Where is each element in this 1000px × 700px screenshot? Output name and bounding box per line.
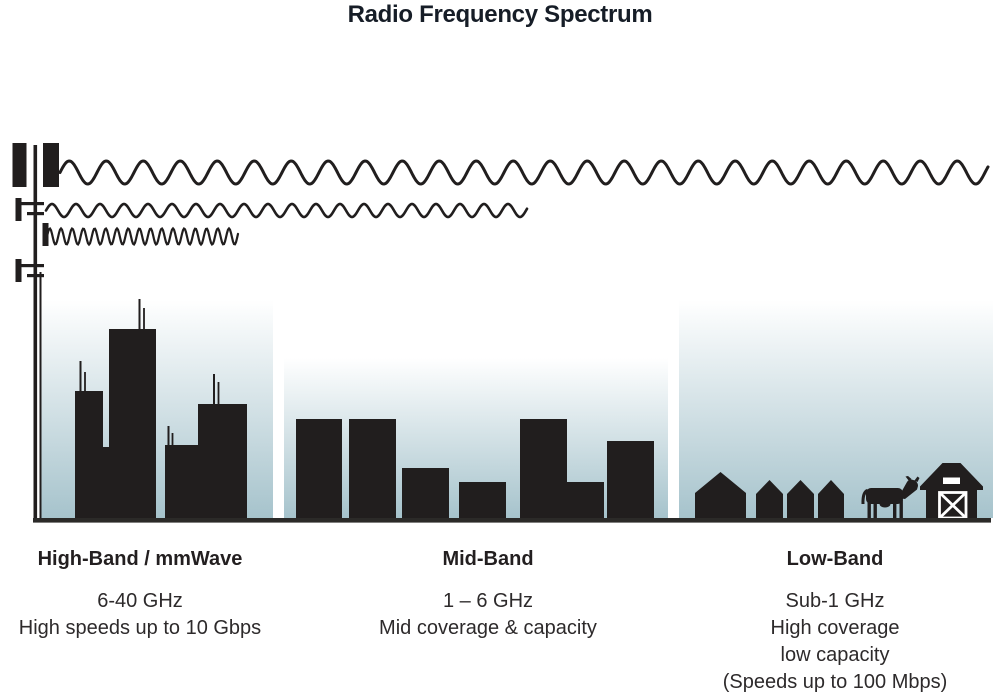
band-desc-low2: low capacity <box>780 644 890 666</box>
band-freq-low: Sub-1 GHz <box>785 590 885 612</box>
city-skyline-icon <box>75 299 247 521</box>
barn-door-cross <box>938 491 967 520</box>
page-title: Radio Frequency Spectrum <box>347 1 653 28</box>
barn-roof <box>920 463 983 490</box>
cow-leg <box>867 500 871 519</box>
band-desc-low: High coverage <box>770 617 900 639</box>
antenna-panel-small <box>42 223 49 246</box>
house-icon <box>695 472 746 521</box>
building <box>459 482 506 521</box>
house-icon <box>818 480 844 521</box>
band-desc-mid: Mid coverage & capacity <box>379 617 597 639</box>
ground-line <box>33 518 991 523</box>
cell-tower-icon <box>12 143 59 522</box>
long-wavelength-wave-low-band <box>58 159 990 186</box>
antenna-panel-small <box>15 198 22 221</box>
band-desc-high: High speeds up to 10 Gbps <box>18 617 262 639</box>
building <box>109 329 156 521</box>
band-label-high: High-Band / mmWave 6-40 GHz High speeds … <box>10 548 270 642</box>
band-name-high: High-Band / mmWave <box>37 548 243 570</box>
building <box>101 447 111 521</box>
building <box>198 404 247 521</box>
band-label-mid: Mid-Band 1 – 6 GHz Mid coverage & capaci… <box>358 548 618 642</box>
tower-mast-secondary <box>39 272 42 519</box>
tower-crossarm <box>27 274 44 278</box>
tower-crossarm <box>27 212 44 216</box>
house-icon <box>787 480 814 521</box>
barn-icon <box>920 463 983 521</box>
building <box>402 468 449 521</box>
short-wavelength-wave-high-band <box>45 226 240 247</box>
building <box>75 391 103 521</box>
tower-mast <box>33 145 38 522</box>
band-freq-mid: 1 – 6 GHz <box>442 590 534 612</box>
cow-udder <box>879 500 891 508</box>
building <box>349 419 396 521</box>
cow-leg <box>873 500 877 519</box>
building <box>165 445 198 521</box>
cow-leg <box>893 500 897 519</box>
band-label-low: Low-Band Sub-1 GHz High coverage low cap… <box>705 548 965 696</box>
building <box>607 441 654 521</box>
antenna-panel-small <box>15 259 22 282</box>
house-icon <box>756 480 783 521</box>
cow-icon <box>861 476 920 519</box>
cow-horn <box>914 476 920 482</box>
band-desc-low3: (Speeds up to 100 Mbps) <box>722 671 948 693</box>
band-name-low: Low-Band <box>786 548 884 570</box>
cow-leg <box>899 500 903 519</box>
town-skyline-icon <box>296 419 654 521</box>
cow-horn <box>905 476 912 481</box>
barn-loft-vent <box>943 477 960 484</box>
band-name-mid: Mid-Band <box>442 548 534 570</box>
cow-tail <box>861 489 869 504</box>
building <box>296 419 342 521</box>
radio-waves <box>44 159 990 247</box>
antenna-panel-right <box>43 143 59 187</box>
building <box>567 482 604 521</box>
cow-head <box>898 479 918 499</box>
tower-crossarm <box>16 264 44 268</box>
band-freq-high: 6-40 GHz <box>97 590 183 612</box>
antenna-panel-left <box>12 143 27 187</box>
mid-wavelength-wave-mid-band <box>44 202 529 219</box>
building <box>520 419 567 521</box>
rural-farm-icon <box>695 463 983 521</box>
tower-crossarm <box>16 202 44 206</box>
